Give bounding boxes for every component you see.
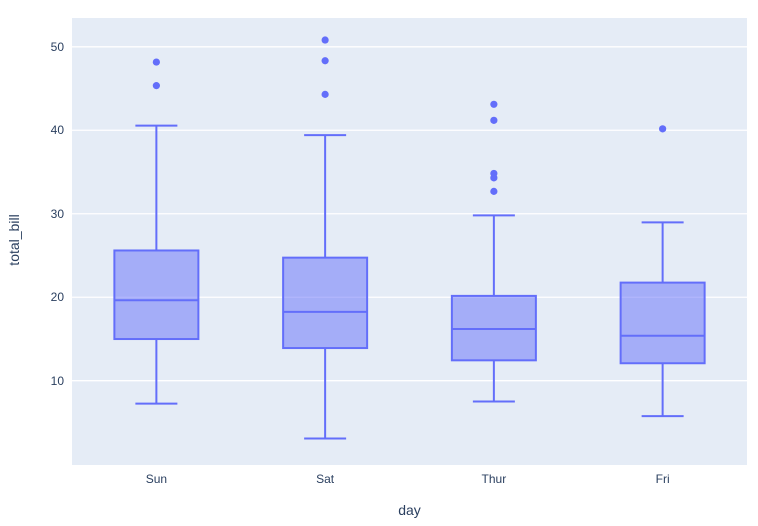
outlier-point[interactable] — [321, 57, 329, 65]
box-group-fri[interactable] — [619, 125, 706, 418]
iqr-box[interactable] — [113, 249, 200, 341]
outlier-point[interactable] — [152, 58, 160, 66]
outlier-point[interactable] — [321, 36, 329, 44]
box-group-thur[interactable] — [450, 100, 537, 403]
x-axis-title: day — [398, 502, 421, 518]
x-tick-label-sun: Sun — [145, 472, 168, 486]
outlier-point[interactable] — [490, 169, 498, 178]
outlier-point[interactable] — [490, 100, 498, 108]
y-tick-label-20: 20 — [50, 290, 64, 305]
outlier-point[interactable] — [152, 82, 160, 90]
x-tick-label-thur: Thur — [481, 472, 507, 486]
y-tick-label-50: 50 — [50, 39, 64, 54]
outlier-point[interactable] — [659, 125, 667, 133]
outlier-point[interactable] — [490, 116, 498, 124]
box-group-sat[interactable] — [282, 36, 369, 440]
plot-area — [72, 18, 747, 465]
iqr-box[interactable] — [619, 281, 706, 365]
outlier-point[interactable] — [321, 90, 329, 98]
y-tick-label-10: 10 — [50, 373, 64, 388]
iqr-box[interactable] — [282, 256, 369, 350]
x-tick-label-fri: Fri — [655, 472, 670, 486]
y-tick-label-30: 30 — [50, 206, 64, 221]
outlier-point[interactable] — [490, 187, 498, 195]
y-tick-label-40: 40 — [50, 123, 64, 138]
x-tick-label-sat: Sat — [316, 472, 335, 486]
box-group-sun[interactable] — [113, 58, 200, 405]
